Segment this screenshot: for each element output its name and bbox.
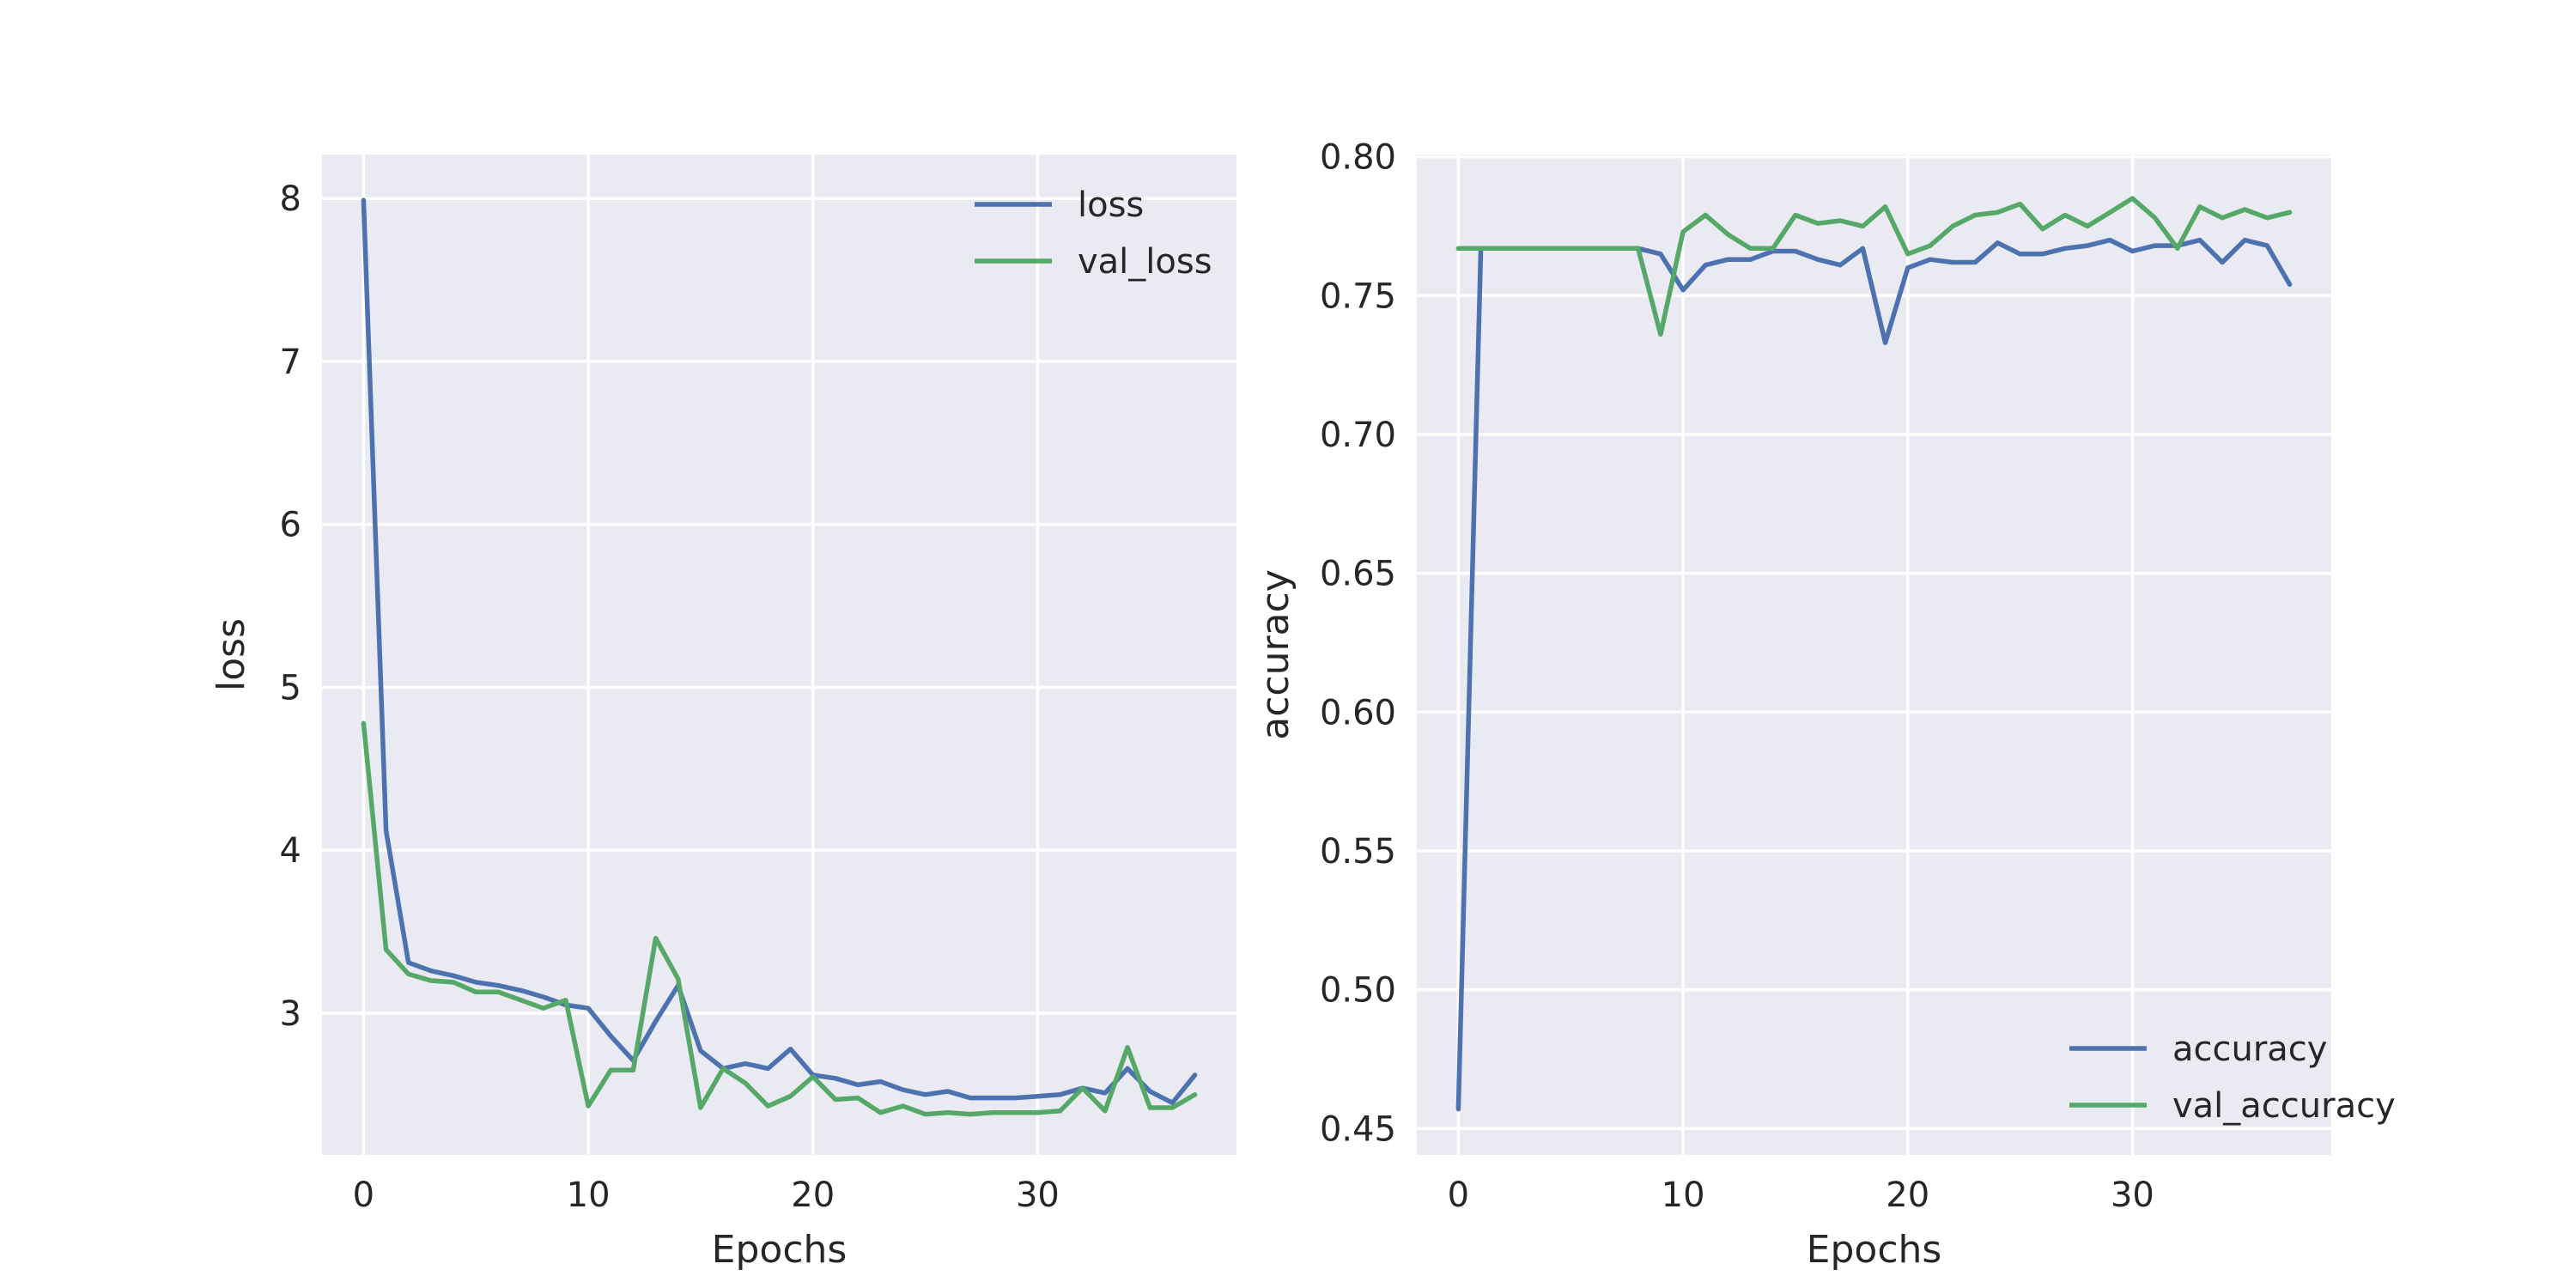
legend-label: val_loss	[1078, 242, 1212, 282]
y-tick-label: 3	[280, 994, 301, 1034]
y-tick-label: 8	[280, 179, 301, 219]
legend: accuracy val_accuracy	[2069, 1030, 2396, 1126]
y-tick-label: 0.80	[1320, 138, 1396, 178]
y-tick-label: 0.45	[1320, 1109, 1396, 1149]
x-tick-label: 20	[791, 1176, 835, 1215]
y-tick-label: 0.55	[1320, 832, 1396, 872]
legend-label: accuracy	[2172, 1030, 2327, 1069]
y-tick-label: 5	[280, 668, 301, 708]
y-axis-label: loss	[210, 618, 253, 691]
x-tick-label: 10	[1662, 1176, 1705, 1215]
y-tick-label: 4	[280, 831, 301, 871]
y-tick-label: 0.60	[1320, 693, 1396, 732]
chart-1: 0 10 20 30 3 4 5 6 7 8 Epochs loss loss val_loss	[210, 155, 1236, 1272]
series-line-val_accuracy	[1455, 196, 2293, 337]
y-tick-label: 6	[280, 506, 301, 545]
chart-2: 0 10 20 30 0.45 0.50 0.55 0.60 0.65 0.70 0.75 0.80 E…	[1254, 138, 2396, 1272]
legend: loss val_loss	[975, 185, 1212, 282]
series-line-val_loss	[361, 720, 1198, 1117]
y-tick-label: 0.70	[1320, 416, 1396, 455]
legend-label: loss	[1078, 185, 1144, 225]
x-tick-label: 10	[567, 1176, 611, 1215]
x-tick-label: 20	[1886, 1176, 1929, 1215]
x-axis-label: Epochs	[712, 1228, 848, 1272]
x-axis-label: Epochs	[1807, 1228, 1942, 1272]
y-tick-label: 0.65	[1320, 555, 1396, 594]
y-tick-label: 7	[280, 343, 301, 382]
y-axis-label: accuracy	[1254, 569, 1297, 740]
y-tick-label: 0.75	[1320, 276, 1396, 316]
x-tick-label: 0	[353, 1176, 374, 1215]
legend-label: val_accuracy	[2172, 1086, 2396, 1126]
x-tick-label: 30	[1016, 1176, 1060, 1215]
plot-area	[322, 155, 1236, 1155]
x-tick-label: 30	[2111, 1176, 2154, 1215]
y-tick-label: 0.50	[1320, 971, 1396, 1011]
series-line-loss	[361, 197, 1198, 1106]
plot-area	[1417, 155, 2331, 1155]
x-tick-label: 0	[1448, 1176, 1469, 1215]
